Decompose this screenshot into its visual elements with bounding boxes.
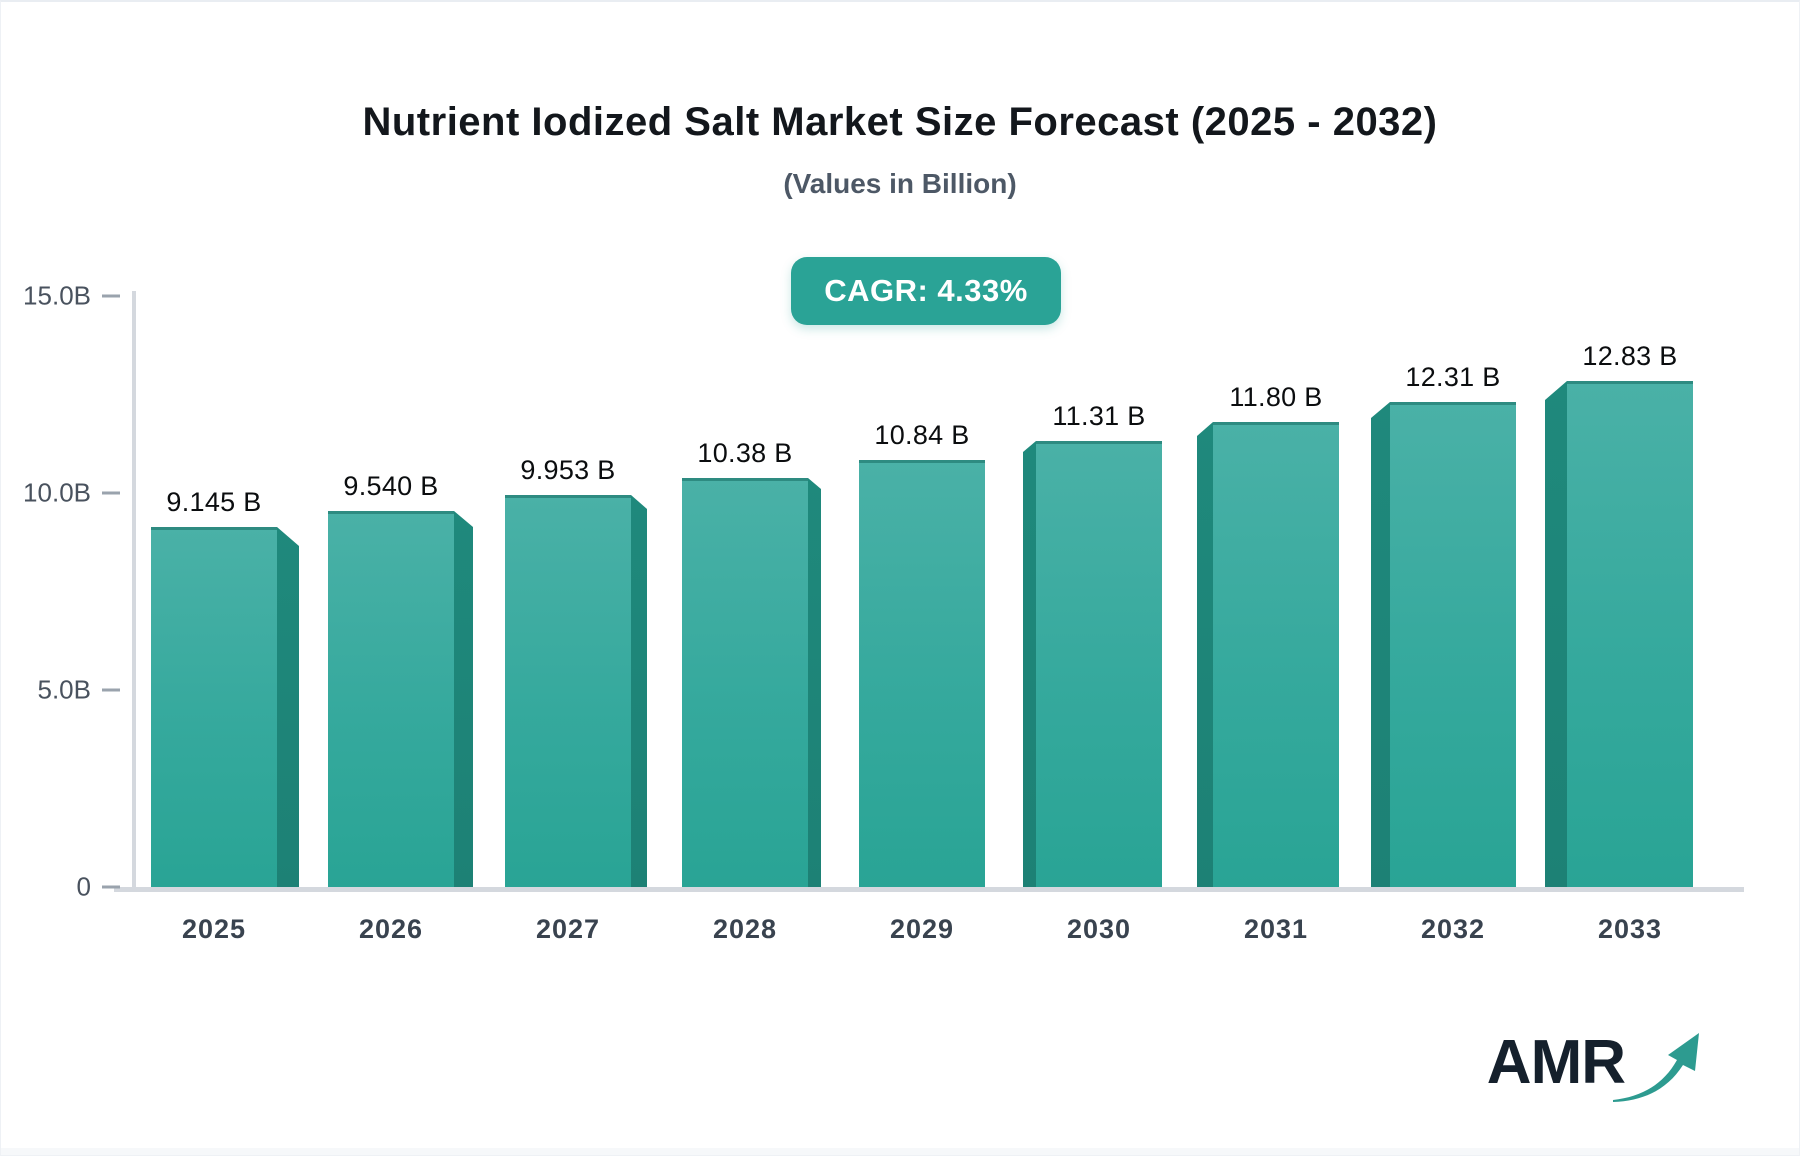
bar-3d-side [454,511,473,887]
x-category-label: 2032 [1420,914,1486,944]
bar [1213,422,1339,887]
bar-3d-side [808,478,821,887]
cagr-badge: CAGR: 4.33% [791,257,1061,325]
y-axis-line [132,291,136,889]
y-tick-label: 0 [76,871,91,902]
y-tick-mark [102,885,120,889]
bar-value-label: 11.31 B [1052,401,1146,431]
y-tick-mark [102,294,120,298]
y-tick-mark [102,688,120,692]
x-axis-line [114,887,1744,892]
x-category-label: 2031 [1243,914,1309,944]
brand-logo-text: AMR [1486,1028,1626,1097]
x-category-label: 2033 [1597,914,1663,944]
x-category-label: 2026 [358,914,424,944]
bar [1036,441,1162,887]
bar-value-label: 11.80 B [1229,382,1323,412]
bar [859,460,985,887]
bar-value-label: 10.38 B [697,438,793,468]
brand-logo: AMR [1487,1032,1703,1104]
bar-3d-side [1545,381,1567,887]
bar [328,511,454,887]
bar-value-label: 12.83 B [1582,341,1678,371]
bar-value-label: 9.953 B [520,455,616,485]
y-tick-label: 15.0B [23,280,91,311]
bar-3d-side [277,527,299,887]
bar-3d-side [1197,422,1213,887]
bar [151,527,277,887]
x-category-label: 2029 [889,914,955,944]
x-category-label: 2025 [181,914,247,944]
bottom-border-strip [1,1148,1799,1155]
bar [1567,381,1693,887]
bar-value-label: 10.84 B [874,420,970,450]
bar-3d-side [1023,441,1036,887]
bar [505,495,631,887]
bar-value-label: 9.145 B [166,487,262,517]
bar-3d-side [1371,402,1390,887]
bar-3d-side [631,495,647,887]
bar [682,478,808,887]
bar-value-label: 9.540 B [343,471,439,501]
y-tick-label: 10.0B [23,477,91,508]
y-tick-label: 5.0B [37,674,92,705]
cagr-badge-label: CAGR: 4.33% [824,273,1028,308]
x-category-label: 2030 [1066,914,1132,944]
y-tick-mark [102,491,120,495]
chart-title: Nutrient Iodized Salt Market Size Foreca… [362,100,1438,144]
growth-arrow-icon [1613,1033,1699,1102]
bar [1390,402,1516,887]
chart-subtitle: (Values in Billion) [783,168,1017,199]
bar-value-label: 12.31 B [1405,362,1501,392]
x-category-label: 2028 [712,914,778,944]
x-category-label: 2027 [535,914,601,944]
